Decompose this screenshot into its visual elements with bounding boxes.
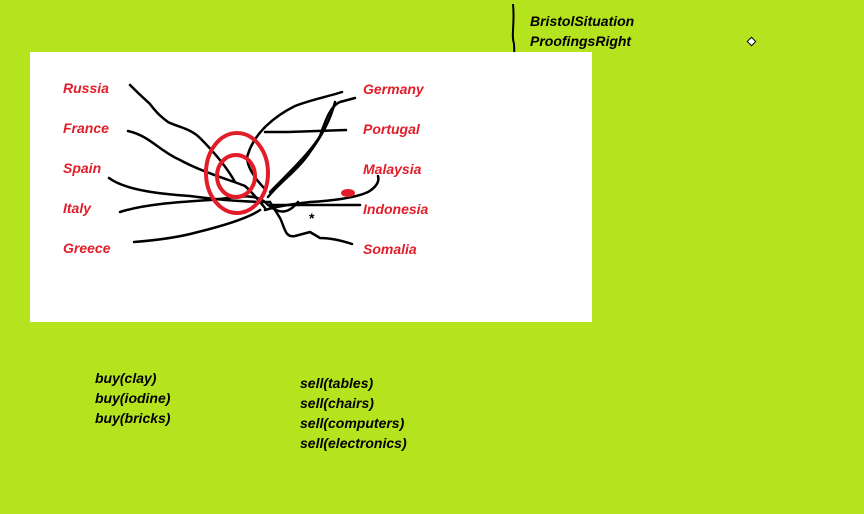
- country-indonesia: Indonesia: [363, 201, 429, 217]
- country-spain: Spain: [63, 160, 102, 176]
- sell-item: sell(computers): [300, 415, 405, 431]
- sell-item: sell(electronics): [300, 435, 407, 451]
- map-panel: Russia France Spain Italy Greece Germany…: [30, 52, 592, 322]
- title-line-2: ProofingsRight: [530, 33, 632, 49]
- cursor-marker: [746, 36, 757, 47]
- country-somalia: Somalia: [363, 241, 417, 257]
- route-greece: [132, 208, 262, 244]
- title-line-1: BristolSituation: [530, 13, 635, 29]
- target-rings: [204, 131, 270, 215]
- routes-drawing: [107, 83, 380, 246]
- route-russia: [128, 83, 237, 184]
- route-spain: [107, 176, 272, 204]
- asterisk-mark: *: [309, 210, 315, 226]
- country-germany: Germany: [363, 81, 424, 97]
- country-italy: Italy: [63, 200, 92, 216]
- route-somalia: [268, 200, 354, 246]
- route-portugal: [263, 128, 348, 134]
- red-marker-dot: [341, 189, 355, 197]
- buy-list: buy(clay) buy(iodine) buy(bricks): [95, 368, 170, 428]
- sell-item: sell(chairs): [300, 395, 374, 411]
- country-france: France: [63, 120, 109, 136]
- target-ring-inner: [215, 153, 257, 199]
- target-ring-outer: [204, 131, 270, 215]
- sell-item: sell(tables): [300, 375, 374, 391]
- sell-list: sell(tables) sell(chairs) sell(computers…: [300, 373, 407, 453]
- buy-item: buy(clay): [95, 370, 157, 386]
- country-portugal: Portugal: [363, 121, 420, 137]
- country-greece: Greece: [63, 240, 111, 256]
- buy-item: buy(iodine): [95, 390, 171, 406]
- country-malaysia: Malaysia: [363, 161, 422, 177]
- route-portugal-2: [266, 100, 337, 199]
- route-germany-2: [245, 90, 344, 192]
- buy-item: buy(bricks): [95, 410, 171, 426]
- country-russia: Russia: [63, 80, 109, 96]
